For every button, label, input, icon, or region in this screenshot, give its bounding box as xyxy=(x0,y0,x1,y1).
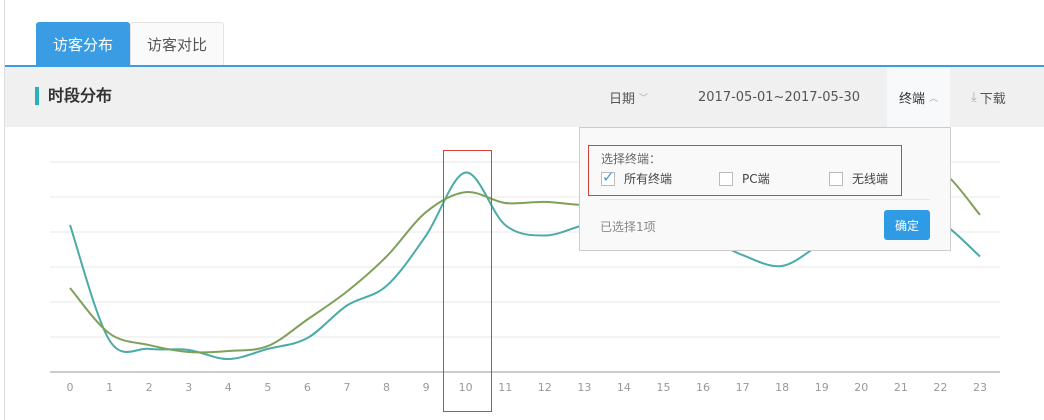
x-tick-label: 6 xyxy=(304,381,311,394)
x-tick-label: 10 xyxy=(459,381,473,394)
tab-visitor-distribution[interactable]: 访客分布 xyxy=(36,22,130,66)
checkbox-icon[interactable] xyxy=(829,171,843,186)
option-label: 所有终端 xyxy=(624,172,673,186)
x-tick-label: 14 xyxy=(617,381,631,394)
option-pc[interactable]: PC端 xyxy=(719,170,770,187)
x-tick-label: 20 xyxy=(854,381,868,394)
x-tick-label: 23 xyxy=(973,381,987,394)
x-tick-label: 9 xyxy=(423,381,430,394)
option-all-terminals[interactable]: 所有终端 xyxy=(601,168,673,187)
divider xyxy=(600,199,930,200)
highlight-box xyxy=(443,150,492,412)
download-icon: ⤓ xyxy=(971,89,977,105)
x-tick-label: 3 xyxy=(185,381,192,394)
x-tick-label: 11 xyxy=(498,381,512,394)
x-tick-label: 7 xyxy=(343,381,350,394)
x-tick-label: 8 xyxy=(383,381,390,394)
section-header: 时段分布 日期 ﹀ 2017-05-01~2017-05-30 终端 ︿ ⤓ 下载 xyxy=(5,65,1044,127)
checkbox-checked-icon[interactable] xyxy=(601,168,615,186)
terminal-dropdown[interactable]: 终端 ︿ xyxy=(887,65,950,127)
confirm-button[interactable]: 确定 xyxy=(884,210,930,240)
tab-visitor-comparison[interactable]: 访客对比 xyxy=(130,22,224,66)
x-tick-label: 12 xyxy=(538,381,552,394)
section-title: 时段分布 xyxy=(35,87,112,105)
x-tick-label: 16 xyxy=(696,381,710,394)
terminal-options-box: 选择终端： 所有终端 PC端 无线端 xyxy=(588,145,902,196)
date-label: 日期 xyxy=(609,91,636,107)
tab-underline xyxy=(5,65,1044,67)
x-tick-label: 13 xyxy=(577,381,591,394)
download-label: 下载 xyxy=(979,91,1006,107)
option-wireless[interactable]: 无线端 xyxy=(829,170,888,187)
option-label: 无线端 xyxy=(852,172,889,186)
x-tick-label: 5 xyxy=(264,381,271,394)
tab-bar: 访客分布 访客对比 xyxy=(36,22,224,66)
x-tick-label: 19 xyxy=(815,381,829,394)
chevron-down-icon: ﹀ xyxy=(639,93,649,104)
chevron-up-icon: ︿ xyxy=(929,93,939,104)
terminal-label: 终端 xyxy=(898,91,925,107)
date-range[interactable]: 2017-05-01~2017-05-30 xyxy=(698,89,860,105)
download-button[interactable]: ⤓ 下载 xyxy=(971,67,1006,127)
terminal-popup: 选择终端： 所有终端 PC端 无线端 已选择1项 确定 xyxy=(579,127,951,251)
checkbox-icon[interactable] xyxy=(719,171,733,186)
selected-count: 已选择1项 xyxy=(600,220,656,234)
x-tick-label: 17 xyxy=(736,381,750,394)
x-tick-label: 0 xyxy=(67,381,74,394)
terminal-select-label: 选择终端： xyxy=(601,152,662,166)
date-dropdown[interactable]: 日期 ﹀ xyxy=(609,67,648,127)
x-tick-label: 2 xyxy=(146,381,153,394)
x-tick-label: 15 xyxy=(656,381,670,394)
x-tick-label: 4 xyxy=(225,381,232,394)
x-tick-label: 22 xyxy=(933,381,947,394)
left-border xyxy=(4,0,5,420)
x-tick-label: 18 xyxy=(775,381,789,394)
x-tick-label: 1 xyxy=(106,381,113,394)
x-tick-label: 21 xyxy=(894,381,908,394)
option-label: PC端 xyxy=(742,172,770,186)
